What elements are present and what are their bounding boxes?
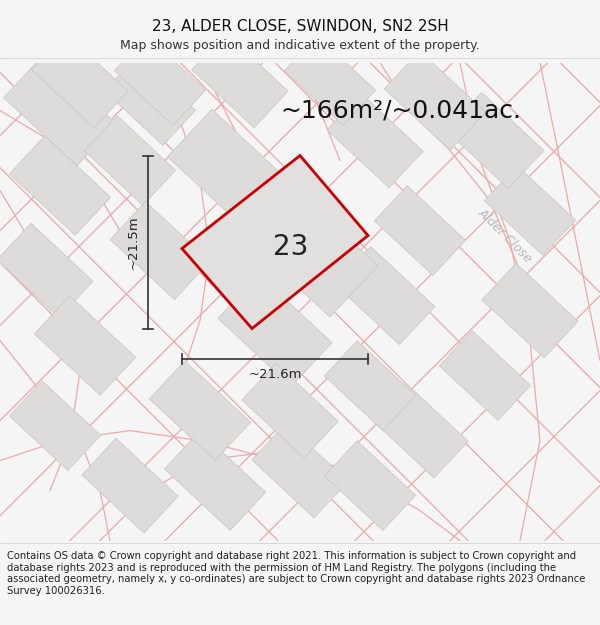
Polygon shape	[439, 331, 530, 421]
Polygon shape	[85, 116, 176, 206]
Polygon shape	[110, 201, 210, 299]
Polygon shape	[192, 33, 288, 128]
Polygon shape	[4, 55, 116, 166]
Polygon shape	[10, 381, 101, 471]
Polygon shape	[325, 441, 416, 531]
Polygon shape	[484, 166, 575, 256]
Text: Map shows position and indicative extent of the property.: Map shows position and indicative extent…	[120, 39, 480, 51]
Polygon shape	[10, 136, 110, 235]
Polygon shape	[104, 56, 196, 146]
Polygon shape	[0, 223, 93, 318]
Polygon shape	[242, 363, 338, 458]
Polygon shape	[218, 274, 332, 387]
Text: Alder Close: Alder Close	[475, 206, 535, 265]
Polygon shape	[32, 33, 128, 128]
Polygon shape	[164, 431, 266, 531]
Polygon shape	[34, 296, 136, 395]
Polygon shape	[284, 36, 376, 126]
Polygon shape	[327, 93, 423, 188]
Polygon shape	[252, 423, 348, 518]
Text: 23: 23	[273, 233, 308, 261]
Polygon shape	[115, 36, 206, 126]
Polygon shape	[167, 109, 292, 232]
Polygon shape	[446, 92, 544, 189]
Text: ~21.6m: ~21.6m	[248, 368, 302, 381]
Polygon shape	[335, 246, 435, 344]
Polygon shape	[325, 341, 416, 431]
Polygon shape	[149, 361, 251, 460]
Text: Contains OS data © Crown copyright and database right 2021. This information is : Contains OS data © Crown copyright and d…	[7, 551, 586, 596]
Polygon shape	[182, 156, 368, 329]
Polygon shape	[385, 51, 485, 150]
Polygon shape	[482, 263, 578, 358]
Text: ~166m²/~0.041ac.: ~166m²/~0.041ac.	[280, 99, 521, 122]
Polygon shape	[372, 383, 468, 478]
Polygon shape	[242, 184, 378, 317]
Text: ~21.5m: ~21.5m	[127, 215, 139, 269]
Polygon shape	[82, 438, 178, 533]
Text: 23, ALDER CLOSE, SWINDON, SN2 2SH: 23, ALDER CLOSE, SWINDON, SN2 2SH	[152, 19, 448, 34]
Polygon shape	[374, 186, 466, 276]
